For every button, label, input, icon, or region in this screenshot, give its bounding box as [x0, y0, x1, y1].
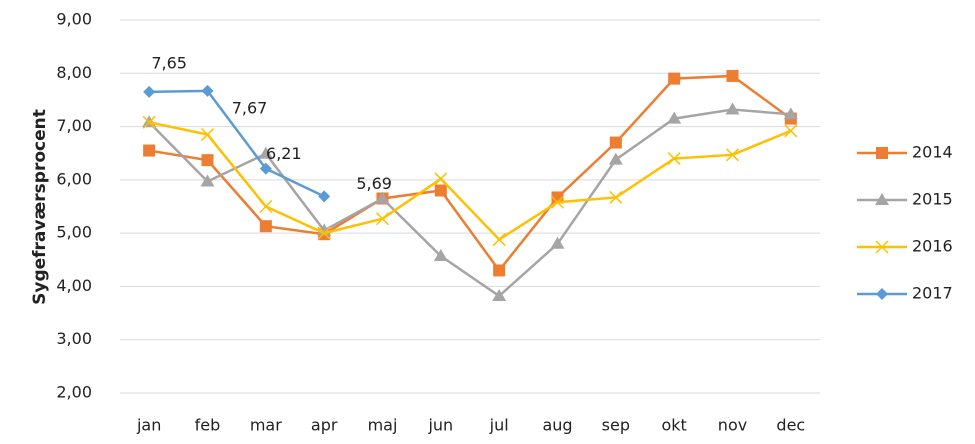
legend-marker	[875, 240, 889, 254]
y-tick-label: 9,00	[56, 10, 92, 29]
y-axis-label: Sygefraværsprocent	[30, 109, 50, 305]
data-point	[668, 72, 681, 85]
x-tick-label: jun	[427, 416, 453, 435]
data-point	[201, 84, 214, 97]
data-point	[608, 152, 623, 165]
legend-label: 2016	[912, 237, 953, 256]
legend-marker	[876, 288, 888, 300]
data-point	[318, 190, 331, 203]
data-point	[434, 172, 448, 186]
legend-marker	[875, 193, 889, 205]
y-tick-label: 2,00	[56, 383, 92, 402]
data-point	[725, 148, 740, 162]
data-point	[667, 111, 682, 124]
data-point	[551, 191, 564, 204]
data-point	[492, 289, 507, 302]
y-tick-label: 5,00	[56, 223, 92, 242]
data-label: 5,69	[356, 174, 392, 193]
data-point	[667, 152, 681, 166]
x-tick-label: apr	[311, 416, 338, 435]
x-tick-label: nov	[718, 416, 747, 435]
legend-label: 2014	[912, 143, 953, 162]
data-point	[726, 69, 739, 82]
data-point	[725, 102, 740, 115]
data-point	[550, 195, 565, 209]
x-tick-label: feb	[195, 416, 221, 435]
data-point	[258, 146, 273, 159]
data-point	[375, 191, 390, 204]
x-tick-label: sep	[602, 416, 630, 435]
data-point	[143, 144, 156, 157]
series-line	[148, 74, 792, 273]
data-point	[201, 154, 214, 167]
data-point	[550, 236, 565, 249]
legend-marker	[876, 147, 888, 159]
data-point	[784, 124, 798, 138]
x-tick-label: jan	[136, 416, 161, 435]
data-point	[200, 174, 215, 187]
x-tick-label: dec	[776, 416, 805, 435]
data-label: 7,67	[232, 98, 268, 117]
y-tick-label: 7,00	[56, 116, 92, 135]
data-point	[434, 184, 447, 197]
data-label: 6,21	[266, 144, 302, 163]
series-line	[148, 121, 792, 242]
y-tick-label: 4,00	[56, 276, 92, 295]
series-line	[149, 89, 325, 198]
legend-label: 2015	[912, 190, 953, 209]
x-tick-label: okt	[662, 416, 687, 435]
data-label: 7,65	[151, 53, 187, 72]
y-tick-label: 8,00	[56, 63, 92, 82]
data-point	[142, 115, 156, 129]
data-point	[492, 233, 506, 247]
data-point	[259, 220, 272, 233]
legend-label: 2017	[912, 284, 953, 303]
data-point	[493, 264, 506, 277]
data-point	[317, 226, 331, 240]
y-tick-label: 6,00	[56, 169, 92, 188]
data-point	[259, 162, 272, 175]
data-point	[609, 136, 622, 149]
x-tick-label: aug	[542, 416, 572, 435]
data-point	[143, 85, 156, 98]
data-point	[259, 199, 273, 214]
data-point	[375, 212, 390, 226]
x-tick-label: jul	[489, 416, 509, 435]
x-tick-label: mar	[250, 416, 282, 435]
data-point	[609, 190, 623, 204]
data-point	[200, 128, 215, 142]
x-tick-label: maj	[368, 416, 398, 435]
y-tick-label: 3,00	[56, 329, 92, 348]
data-point	[783, 107, 798, 120]
series-line	[148, 108, 791, 298]
data-point	[433, 249, 448, 262]
